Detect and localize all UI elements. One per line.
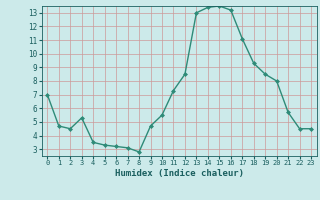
X-axis label: Humidex (Indice chaleur): Humidex (Indice chaleur) xyxy=(115,169,244,178)
